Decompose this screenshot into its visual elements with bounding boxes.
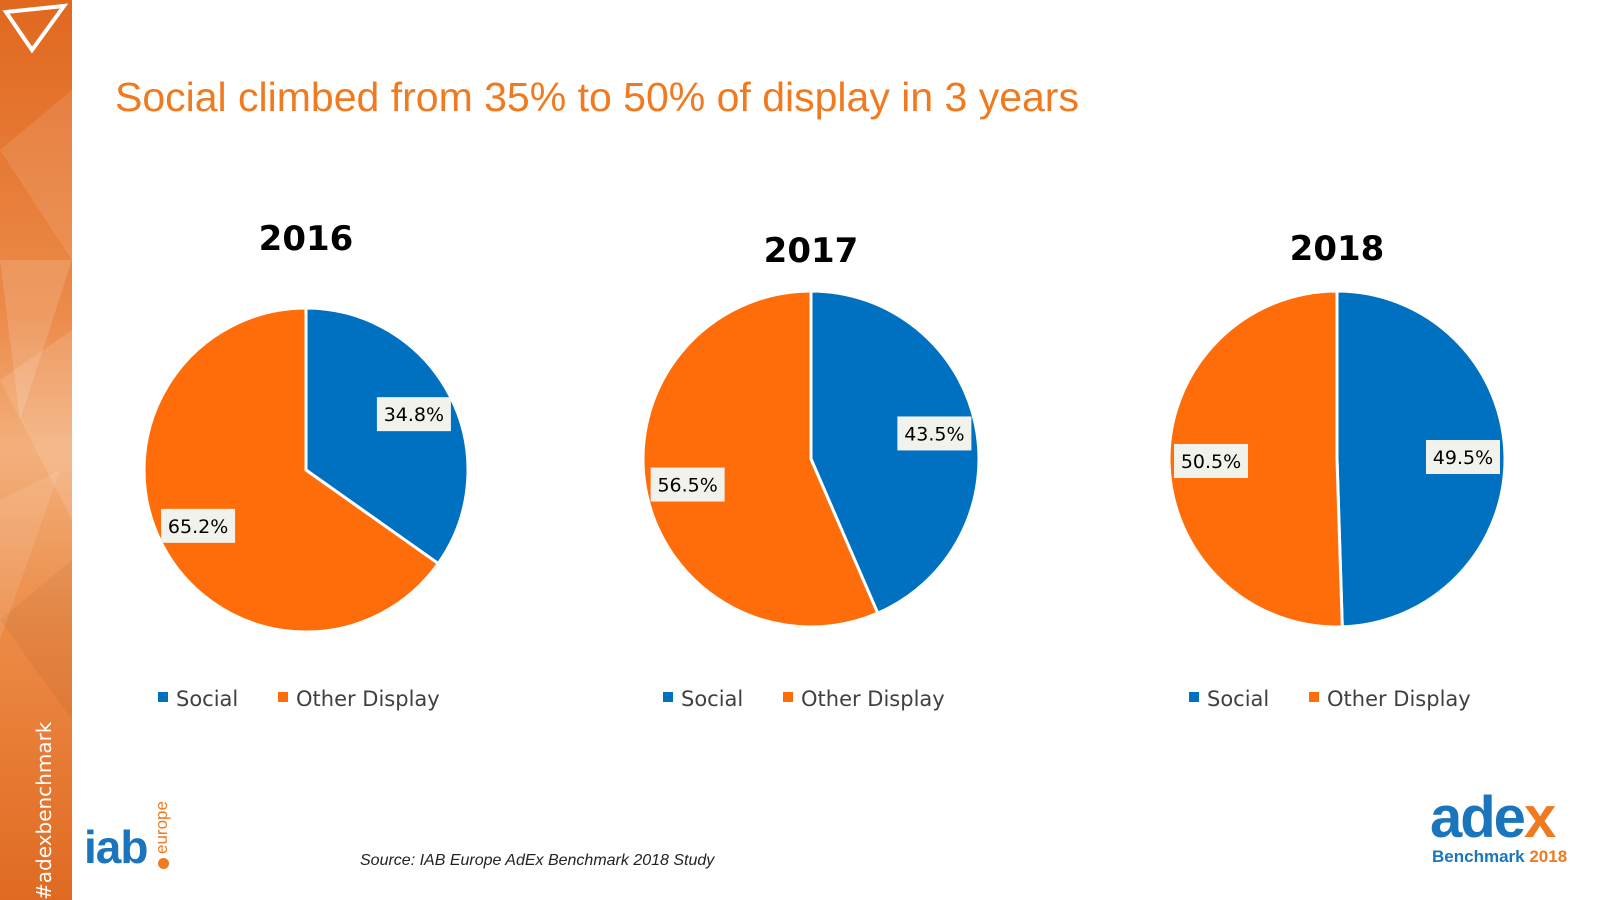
triangle-down-icon [2, 3, 69, 54]
sidebar-facets [0, 90, 72, 720]
data-label: 43.5% [904, 423, 964, 445]
data-label-box [1425, 440, 1500, 475]
data-label-box [650, 467, 725, 502]
data-label-box [376, 397, 451, 432]
legend-swatch [1189, 692, 1199, 702]
legend-swatch [158, 692, 168, 702]
iab-logo-dot [158, 858, 169, 869]
pie-slice-other-display [142, 306, 440, 634]
source-note: Source: IAB Europe AdEx Benchmark 2018 S… [360, 852, 715, 869]
data-label: 49.5% [1433, 447, 1493, 469]
headline: Social climbed from 35% to 50% of displa… [115, 74, 1079, 120]
iab-logo-europe: europe [152, 801, 171, 854]
pie-slice-social [1335, 289, 1507, 629]
chart-title: 2018 [1290, 229, 1385, 269]
legend-label: Other Display [801, 687, 945, 711]
chart-legend: Social Other Display [1189, 687, 1471, 711]
legend-label: Social [176, 687, 238, 711]
adex-logo-sub: Benchmark 2018 [1432, 847, 1568, 866]
chart-legend: Social Other Display [663, 687, 945, 711]
pie-slice-other-display [1167, 289, 1344, 629]
data-label: 34.8% [384, 404, 444, 426]
data-label: 50.5% [1181, 451, 1241, 473]
data-label-box [161, 508, 236, 543]
pie-slice-other-display [641, 289, 880, 629]
legend-label: Other Display [296, 687, 440, 711]
data-label: 65.2% [168, 516, 228, 538]
data-label-box [897, 416, 972, 451]
legend-label: Social [681, 687, 743, 711]
legend-swatch [783, 692, 793, 702]
legend-label: Social [1207, 687, 1269, 711]
adex-logo-word: adex [1430, 785, 1556, 850]
pie-chart-2016: 2016 34.8% 65.2% Social Other Display [142, 219, 470, 711]
pie-slice-social [809, 289, 981, 615]
legend-swatch [278, 692, 288, 702]
chart-title: 2017 [764, 231, 859, 271]
chart-legend: Social Other Display [158, 687, 440, 711]
legend-swatch [663, 692, 673, 702]
data-label: 56.5% [657, 475, 717, 497]
chart-title: 2016 [259, 219, 354, 259]
pie-chart-2018: 2018 49.5% 50.5% Social Other Display [1167, 229, 1507, 711]
pie-chart-2017: 2017 43.5% 56.5% Social Other Display [641, 231, 981, 711]
iab-europe-logo: iab europe [84, 800, 184, 888]
data-label-box [1174, 443, 1249, 478]
legend-swatch [1309, 692, 1319, 702]
adex-benchmark-logo: adex Benchmark 2018 [1430, 789, 1595, 885]
pie-slice-social [304, 306, 470, 566]
iab-logo-word: iab [84, 821, 148, 873]
legend-label: Other Display [1327, 687, 1471, 711]
sidebar-decoration: #adexbenchmark [0, 0, 72, 900]
